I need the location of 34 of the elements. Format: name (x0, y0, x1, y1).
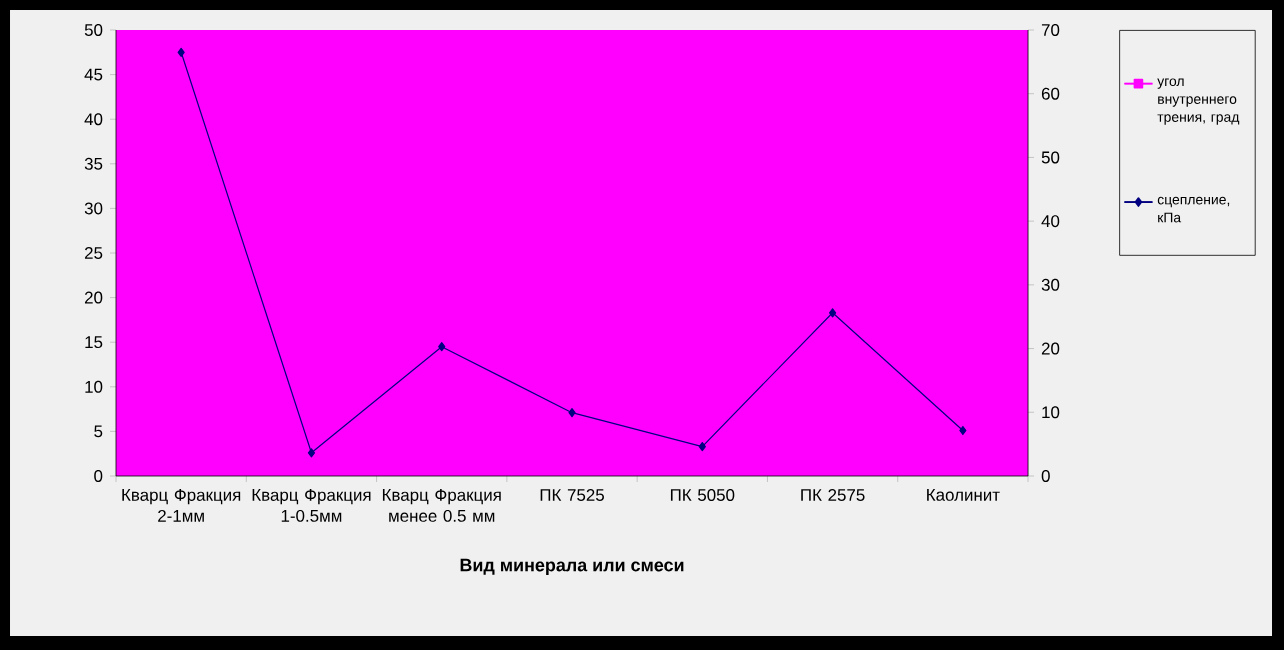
y-tick-label: 0 (94, 470, 103, 482)
x-tick-label: ПК 5050 (670, 489, 735, 502)
x-tick-label: Каолинит (927, 489, 1000, 501)
y-tick-label: 20 (84, 291, 103, 304)
y-tick-label: 25 (84, 247, 103, 259)
x-tick-label: ПК 2575 (801, 489, 865, 502)
point (568, 408, 576, 418)
y2-tick-label: 70 (1041, 24, 1060, 36)
x-axis-title: Вид минерала или смеси (460, 558, 684, 575)
y-tick-label: 30 (84, 202, 103, 215)
y-tick-label: 10 (85, 380, 103, 393)
y2-tick-label: 20 (1041, 342, 1060, 355)
point (959, 425, 967, 436)
y2-tick-label: 0 (1041, 470, 1050, 482)
y2-tick-label: 60 (1041, 87, 1060, 100)
y-tick-label: 15 (85, 336, 103, 349)
y-tick-label: 5 (94, 425, 103, 438)
y2-tick-label: 30 (1041, 278, 1060, 291)
y-tick-label: 50 (84, 24, 103, 36)
y2-tick-label: 10 (1042, 406, 1060, 419)
x-tick-label: ПК 7525 (540, 489, 604, 502)
point (828, 308, 837, 318)
point (698, 441, 706, 452)
point (177, 47, 185, 57)
x-tick-label: Кварц Фракция 2-1мм (122, 489, 241, 522)
point (307, 448, 316, 458)
y-tick-label: 35 (84, 157, 103, 170)
point (438, 342, 446, 352)
y2-tick-label: 50 (1041, 151, 1060, 164)
y-tick-label: 45 (84, 68, 103, 81)
y-tick-label: 40 (84, 113, 103, 126)
x-tick-label: Кварц Фракция 1-0.5мм (252, 489, 371, 522)
y2-tick-label: 40 (1041, 215, 1060, 228)
x-tick-label: Кварц Фракция менее 0.5 мм (382, 489, 501, 522)
